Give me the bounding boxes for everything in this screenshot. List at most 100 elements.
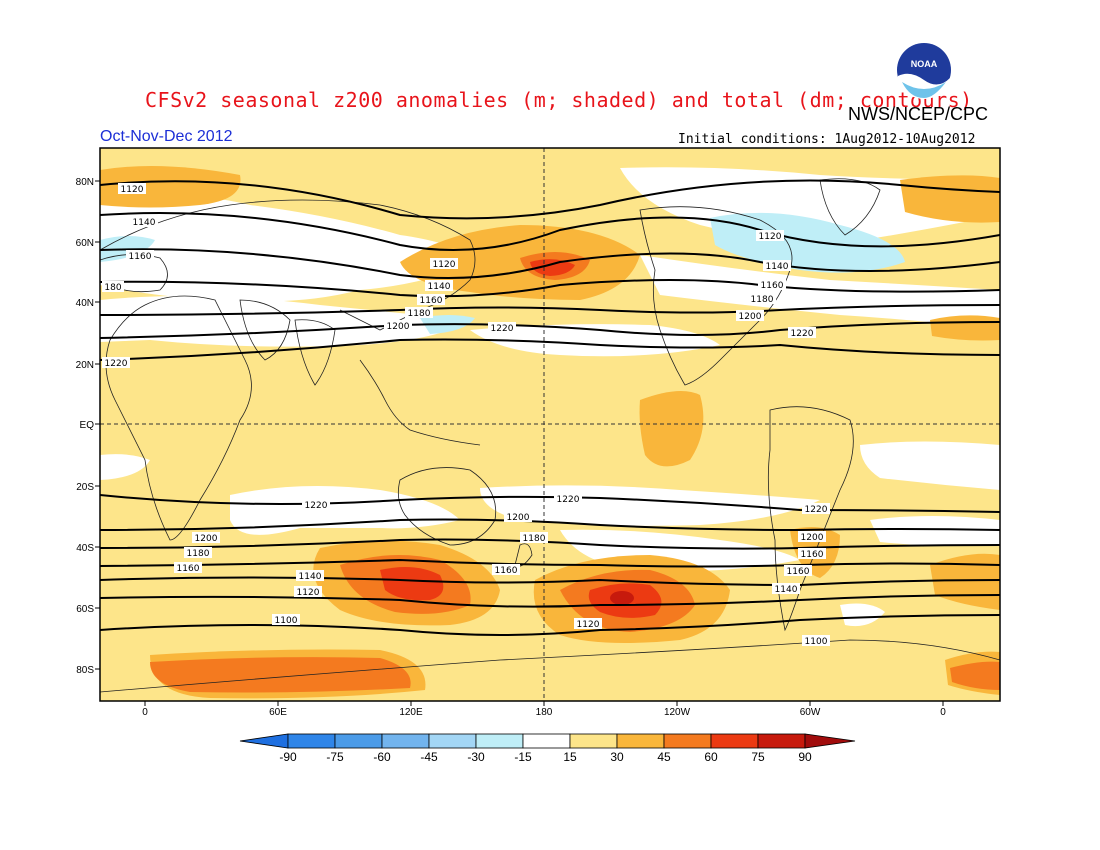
lat-tick-label: 80N [76,177,94,188]
colorbar-tick-label: -30 [467,750,485,764]
lon-tick-label: 120W [664,707,691,718]
lon-tick-label: 0 [940,707,946,718]
contour-label: 1220 [788,327,816,339]
lon-tick-label: 180 [536,707,553,718]
colorbar-tick-label: -75 [326,750,344,764]
lon-tick-label: 0 [142,707,148,718]
contour-label: 1220 [802,503,830,515]
colorbar-tick-label: 90 [798,750,812,764]
svg-text:1160: 1160 [177,564,200,574]
svg-text:1100: 1100 [805,637,828,647]
contour-label: 1160 [758,279,786,291]
svg-text:1180: 1180 [408,309,431,319]
colorbar-swatch [616,733,665,749]
colorbar-swatch [381,733,430,749]
colorbar-arrow-low [239,733,289,749]
svg-text:1120: 1120 [297,588,320,598]
season-label: Oct-Nov-Dec 2012 [100,128,233,145]
contour-label: 1140 [425,280,453,292]
contour-label: 1180 [405,307,433,319]
colorbar-tick-label: 75 [751,750,765,764]
svg-text:1160: 1160 [495,566,518,576]
lat-tick-label: 60S [76,604,94,615]
colorbar-swatch [757,733,806,749]
svg-text:1200: 1200 [387,322,410,332]
contour-label: 1120 [574,618,602,630]
colorbar-tick-label: -90 [279,750,297,764]
colorbar-swatch [569,733,618,749]
contour-label: 1160 [174,562,202,574]
lat-tick-label: EQ [80,420,95,431]
colorbar-swatch [334,733,383,749]
lat-tick-label: 20S [76,482,94,493]
svg-text:1220: 1220 [791,329,814,339]
colorbar-tick-label: 15 [563,750,577,764]
svg-text:1160: 1160 [129,252,152,262]
svg-text:1140: 1140 [133,218,156,228]
svg-text:1200: 1200 [739,312,762,322]
svg-text:1120: 1120 [759,232,782,242]
svg-text:1140: 1140 [428,282,451,292]
contour-label: 1200 [504,511,532,523]
lat-tick-label: 60N [76,238,94,249]
initial-conditions-label: Initial conditions: 1Aug2012-10Aug2012 [678,132,976,147]
colorbar-swatch [287,733,336,749]
contour-label: 1160 [126,250,154,262]
contour-label: 1140 [130,216,158,228]
colorbar-tick-label: -60 [373,750,391,764]
svg-text:1140: 1140 [766,262,789,272]
contour-label: 1200 [192,532,220,544]
contour-label: 1120 [756,230,784,242]
svg-text:1140: 1140 [299,572,322,582]
svg-text:1160: 1160 [787,567,810,577]
contour-label: 1120 [118,183,146,195]
lon-tick-label: 60W [800,707,821,718]
contour-label: 1120 [430,258,458,270]
contour-label: 1220 [302,499,330,511]
svg-text:180: 180 [104,283,121,293]
colorbar-swatch [475,733,524,749]
agency-label: NWS/NCEP/CPC [848,104,989,124]
contour-label: 1160 [784,565,812,577]
contour-label: 1120 [294,586,322,598]
colorbar-swatch [710,733,759,749]
colorbar-tick-label: -45 [420,750,438,764]
colorbar-swatch [522,733,571,749]
lat-tick-label: 20N [76,360,94,371]
svg-text:1200: 1200 [195,534,218,544]
svg-text:1160: 1160 [420,296,443,306]
contour-label: 1180 [520,532,548,544]
svg-text:1120: 1120 [577,620,600,630]
contour-label: 1180 [748,293,776,305]
svg-text:NOAA: NOAA [911,59,938,69]
contour-label: 1100 [272,614,300,626]
colorbar-swatch [663,733,712,749]
svg-text:1160: 1160 [801,550,824,560]
colorbar-tick-label: -15 [514,750,532,764]
svg-text:1120: 1120 [121,185,144,195]
svg-text:1200: 1200 [801,533,824,543]
svg-text:1220: 1220 [557,495,580,505]
contour-label: 1140 [763,260,791,272]
contour-label: 1200 [798,531,826,543]
chart-title: CFSv2 seasonal z200 anomalies (m; shaded… [145,88,973,112]
colorbar-tick-label: 30 [610,750,624,764]
svg-text:1180: 1180 [187,549,210,559]
contour-label: 1160 [798,548,826,560]
contour-label: 1220 [554,493,582,505]
lat-tick-label: 40N [76,298,94,309]
lat-tick-label: 40S [76,543,94,554]
lon-tick-label: 60E [269,707,287,718]
lat-tick-label: 80S [76,665,94,676]
contour-label: 1180 [184,547,212,559]
svg-text:1220: 1220 [105,359,128,369]
contour-label: 1100 [802,635,830,647]
svg-text:1180: 1180 [523,534,546,544]
contour-label: 1220 [102,357,130,369]
svg-text:1160: 1160 [761,281,784,291]
contour-label: 1200 [736,310,764,322]
svg-text:1100: 1100 [275,616,298,626]
contour-label: 1160 [492,564,520,576]
contour-label: 1160 [417,294,445,306]
